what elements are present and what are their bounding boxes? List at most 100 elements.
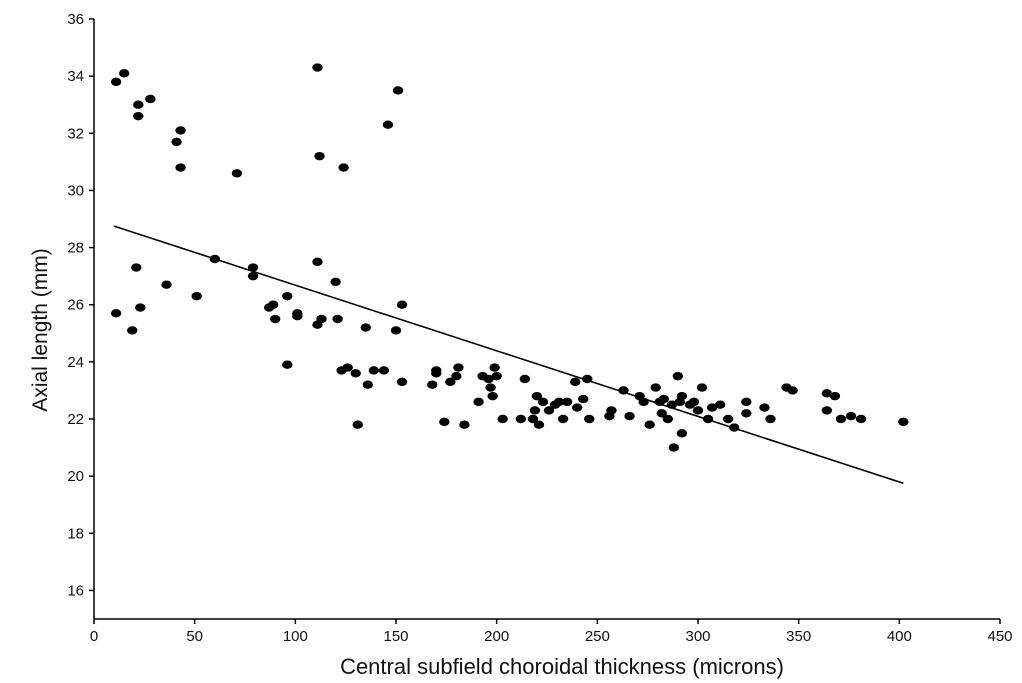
data-point — [267, 300, 279, 309]
data-point — [624, 411, 635, 421]
data-point — [485, 383, 496, 392]
y-tick-label: 18 — [67, 525, 84, 542]
data-point — [729, 423, 740, 432]
data-point — [821, 406, 833, 415]
data-point — [666, 400, 678, 409]
data-point — [282, 291, 293, 301]
data-point — [656, 409, 667, 418]
x-tick-label: 250 — [585, 628, 610, 645]
data-point — [650, 383, 661, 392]
data-point — [515, 414, 527, 424]
data-point — [209, 254, 220, 264]
data-point — [662, 414, 673, 424]
data-point — [350, 369, 361, 378]
data-point — [127, 326, 138, 335]
data-point — [439, 417, 450, 427]
y-tick-label: 16 — [67, 582, 84, 599]
data-point — [561, 397, 573, 407]
data-point — [161, 280, 172, 289]
data-point — [668, 443, 680, 452]
y-tick-label: 24 — [67, 354, 84, 371]
x-tick-label: 0 — [90, 628, 98, 645]
y-axis-title: Axial length (mm) — [29, 248, 52, 411]
data-point — [531, 391, 543, 401]
data-point — [759, 403, 770, 412]
data-point — [396, 377, 408, 387]
data-point — [529, 406, 541, 415]
data-point — [537, 397, 549, 407]
data-point — [676, 429, 688, 438]
y-tick-label: 26 — [67, 297, 84, 314]
data-point — [696, 383, 708, 392]
data-point — [787, 386, 798, 395]
data-point — [519, 374, 531, 384]
x-tick-label: 300 — [685, 628, 710, 645]
data-point — [829, 391, 841, 401]
data-point — [572, 403, 583, 412]
data-point — [569, 377, 581, 387]
y-tick-label: 34 — [67, 68, 84, 85]
data-point — [396, 300, 408, 309]
data-point — [553, 397, 565, 407]
data-point — [672, 371, 684, 381]
data-point — [360, 323, 371, 332]
data-point — [133, 100, 144, 109]
data-point — [175, 126, 186, 135]
data-point — [898, 417, 909, 427]
y-tick-label: 32 — [67, 125, 84, 142]
x-tick-label: 200 — [484, 628, 509, 645]
data-point — [527, 414, 539, 424]
data-point — [638, 397, 649, 407]
data-point — [557, 414, 569, 424]
data-point — [723, 414, 734, 424]
data-point — [676, 391, 688, 401]
data-point — [338, 163, 349, 172]
data-point — [584, 414, 595, 424]
data-points — [110, 63, 909, 452]
y-tick-label: 36 — [67, 11, 84, 28]
y-tick-label: 22 — [67, 411, 84, 428]
data-point — [741, 409, 752, 418]
y-tick-label: 30 — [67, 182, 84, 199]
data-point — [497, 414, 508, 424]
data-point — [578, 394, 589, 404]
data-point — [110, 309, 122, 318]
data-point — [543, 406, 555, 415]
data-point — [292, 309, 303, 318]
data-point — [658, 394, 669, 404]
data-point — [392, 86, 404, 95]
data-point — [171, 137, 182, 147]
data-point — [352, 420, 363, 429]
x-tick-label: 350 — [786, 628, 811, 645]
data-point — [368, 366, 380, 375]
x-axis-title: Central subfield choroidal thickness (mi… — [340, 654, 784, 679]
data-point — [582, 374, 593, 384]
data-point — [451, 371, 462, 381]
data-point — [378, 366, 390, 375]
axes: 16 18 20 22 24 26 28 30 32 34 36 0 50 100 150 200 250 300… — [67, 11, 1012, 645]
data-point — [491, 371, 502, 381]
trendline-group — [113, 225, 904, 485]
data-point — [533, 420, 545, 429]
x-tick-label: 400 — [887, 628, 912, 645]
data-point — [845, 411, 857, 421]
data-point — [231, 169, 243, 178]
data-point — [473, 397, 484, 407]
data-point — [131, 263, 142, 272]
data-point — [133, 111, 144, 121]
data-point — [453, 363, 464, 372]
data-point — [835, 414, 847, 424]
data-point — [431, 366, 442, 375]
data-point — [282, 360, 293, 369]
data-point — [119, 69, 130, 78]
data-point — [175, 163, 186, 172]
data-point — [247, 263, 259, 272]
data-point — [688, 397, 700, 407]
x-tick-label: 50 — [186, 628, 203, 645]
x-tick-label: 450 — [987, 628, 1012, 645]
data-point — [606, 406, 617, 415]
data-point — [135, 303, 146, 312]
data-point — [110, 77, 122, 87]
